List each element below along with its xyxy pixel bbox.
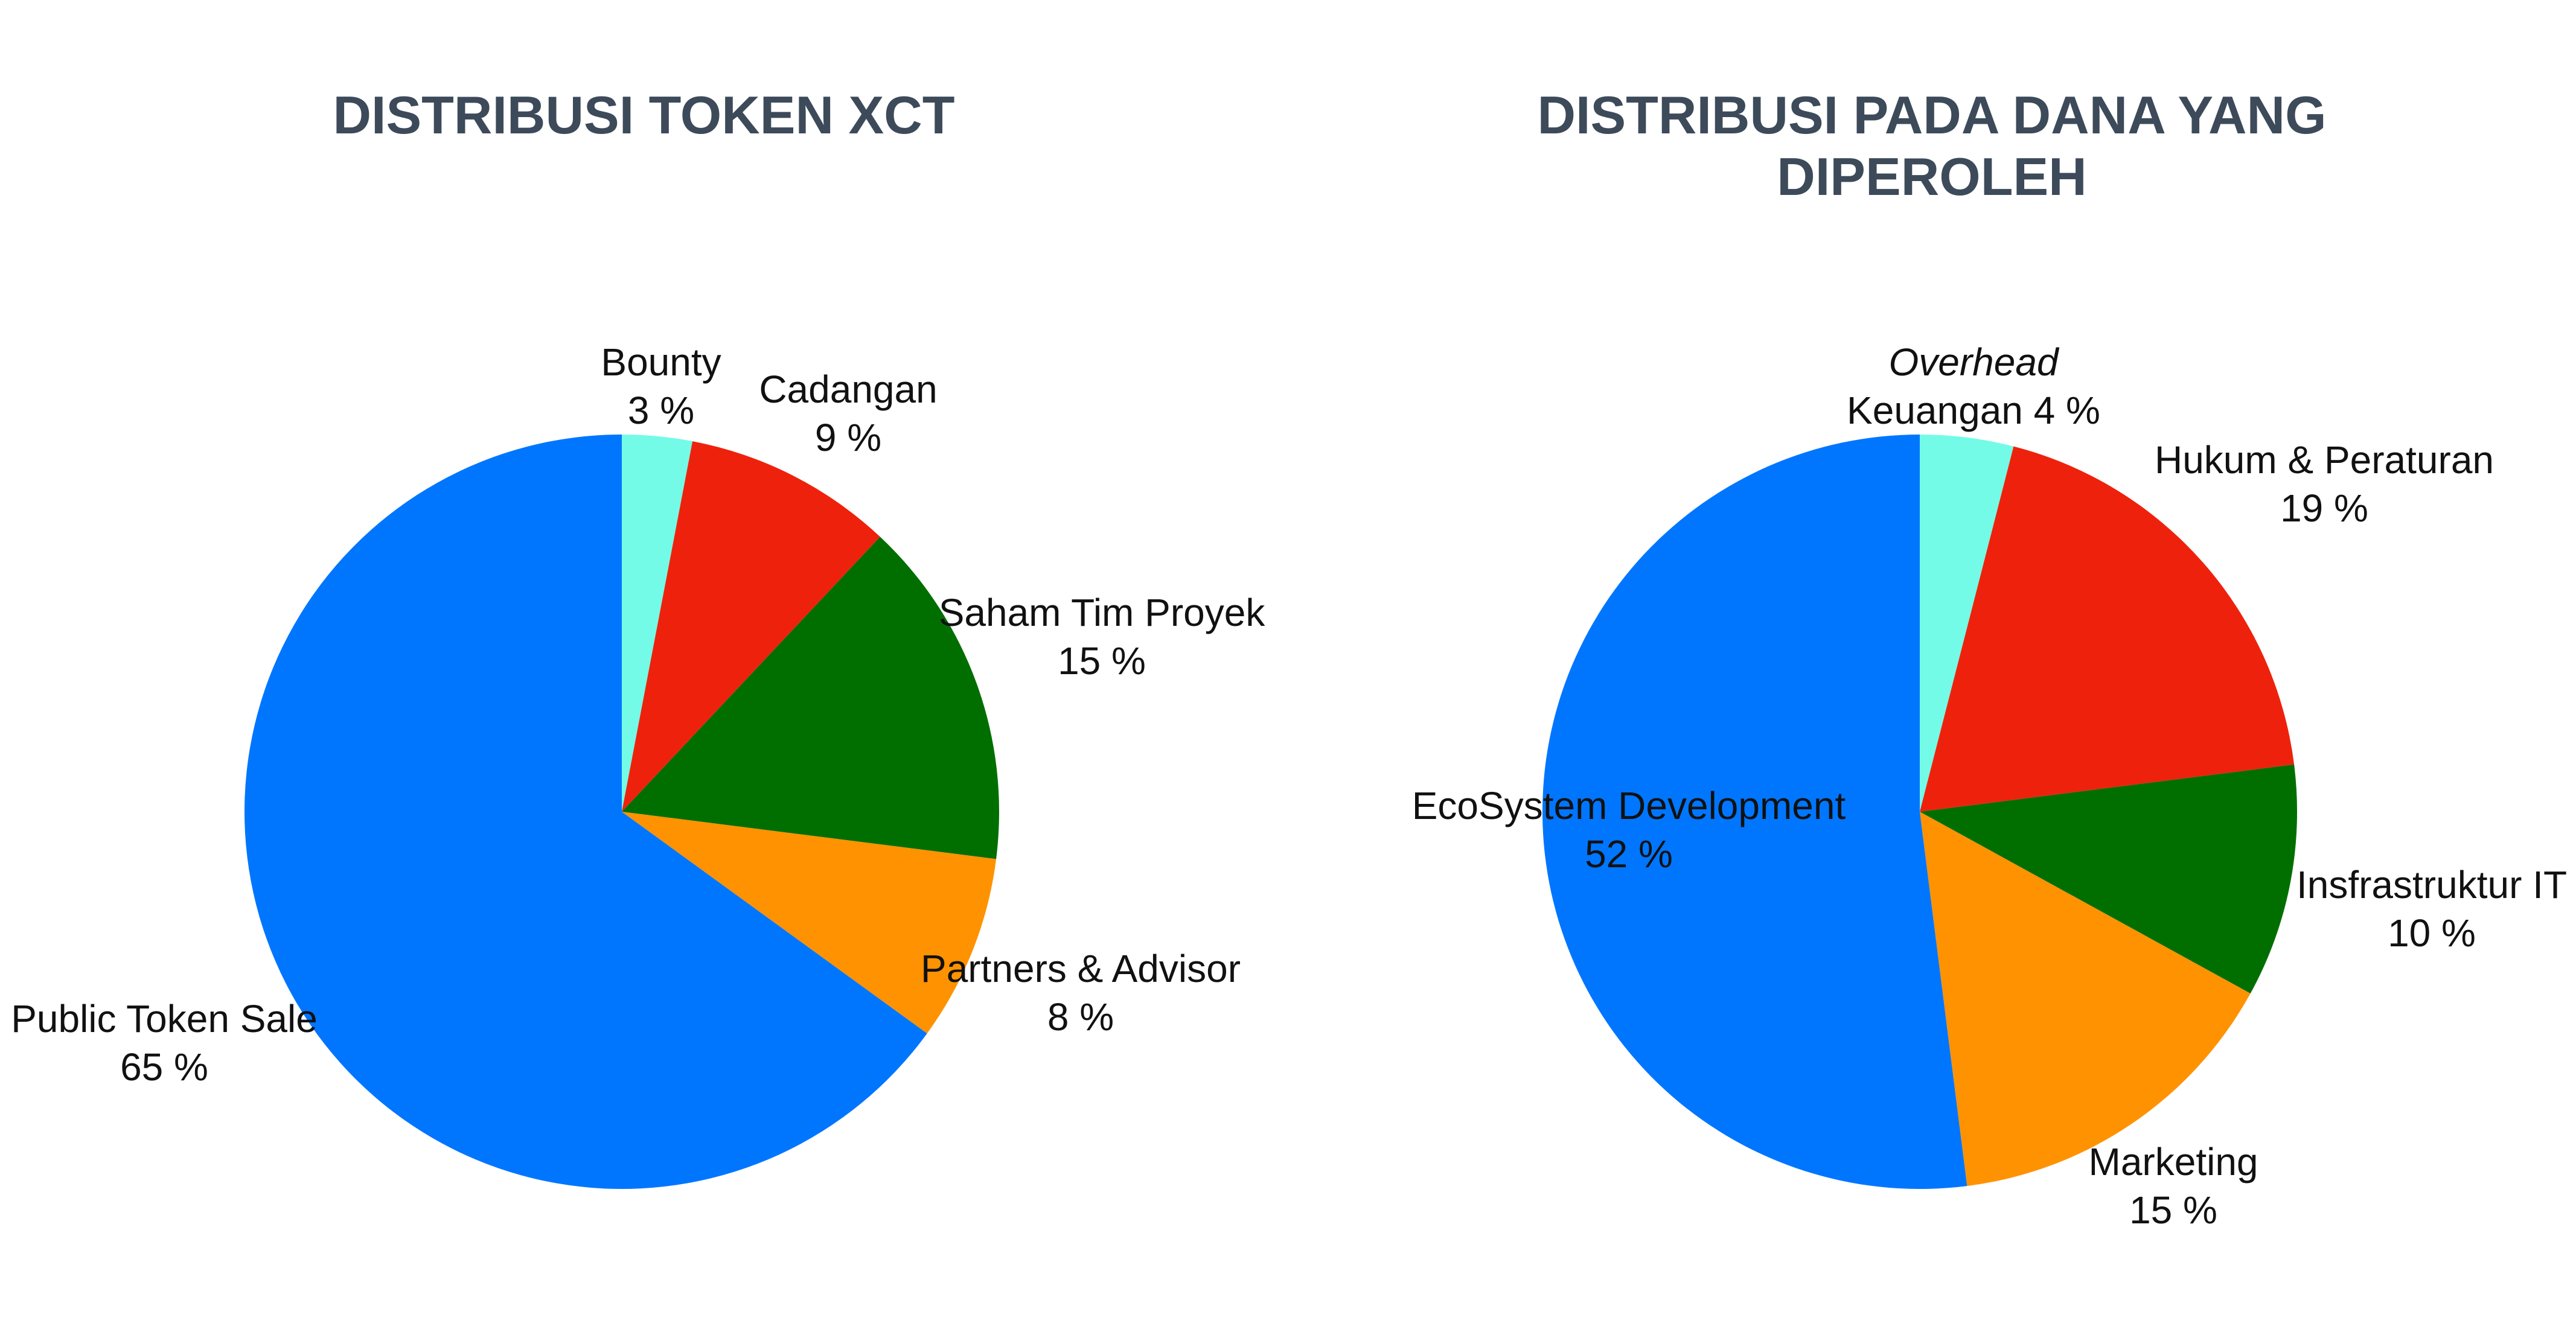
chart-token-distribution: DISTRIBUSI TOKEN XCT Bounty 3 % Cadangan… — [11, 85, 1265, 1189]
slice-label-hukum-peraturan: Hukum & Peraturan 19 % — [2154, 438, 2495, 530]
slice-label-partners-advisor: Partners & Advisor 8 % — [921, 947, 1241, 1039]
pie-slice-overhead-keuangan — [1920, 435, 2014, 812]
pie-chart — [244, 435, 999, 1189]
slice-label-overhead-keuangan: Overhead Keuangan 4 % — [1847, 340, 2100, 432]
pie-slice-ecosystem-development — [1542, 434, 1967, 1189]
slice-label-public-token-sale: Public Token Sale 65 % — [11, 997, 318, 1089]
pie-slice-hukum-peraturan — [1920, 446, 2295, 812]
pie-slice-cadangan — [622, 441, 880, 812]
chart-fund-distribution: DISTRIBUSI PADA DANA YANG DIPEROLEH Over… — [1288, 0, 2576, 1335]
chart-title: DISTRIBUSI PADA DANA YANG DIPEROLEH — [1537, 85, 2327, 206]
pie-chart — [1542, 434, 2297, 1189]
slice-label-infrastruktur-it: Insfrastruktur IT 10 % — [2296, 863, 2568, 955]
slice-label-ecosystem-development: EcoSystem Development 52 % — [1411, 784, 1846, 876]
slice-label-bounty: Bounty 3 % — [601, 340, 721, 432]
pie-slice-bounty — [622, 435, 693, 812]
pie-slice-partners-advisor — [622, 812, 997, 1034]
slice-label-saham-tim-proyek: Saham Tim Proyek 15 % — [938, 591, 1265, 683]
pie-slice-marketing — [1920, 812, 2251, 1187]
pie-slice-saham-tim-proyek — [622, 537, 999, 859]
pie-slice-public-token-sale — [244, 435, 927, 1189]
slice-label-cadangan: Cadangan 9 % — [759, 368, 938, 459]
slice-label-marketing: Marketing 15 % — [2088, 1140, 2258, 1232]
chart-title: DISTRIBUSI TOKEN XCT — [333, 85, 955, 145]
pie-slice-insfrastruktur-it — [1920, 764, 2297, 994]
